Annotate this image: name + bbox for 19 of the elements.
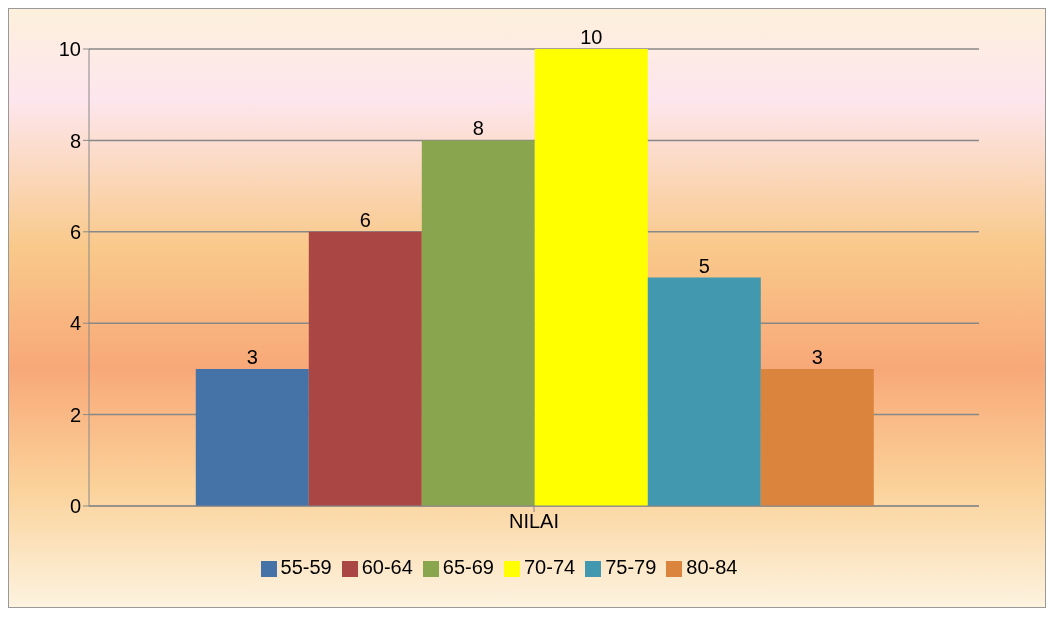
legend-label: 75-79 [605, 556, 657, 578]
y-tick-label: 4 [69, 312, 81, 335]
y-tick-label: 8 [69, 129, 81, 152]
legend-label: 80-84 [686, 556, 738, 578]
y-tick-label: 2 [69, 403, 81, 426]
legend-label: 60-64 [361, 556, 413, 578]
data-label: 8 [472, 117, 484, 140]
legend-label: 65-69 [442, 556, 494, 578]
x-tick-label: NILAI [508, 510, 560, 533]
y-tick-label: 6 [69, 220, 81, 243]
legend-label: 55-59 [280, 556, 332, 578]
data-label: 10 [580, 26, 603, 48]
data-label: 3 [811, 345, 823, 368]
y-tick-label: 10 [58, 38, 81, 61]
data-label: 6 [359, 208, 371, 231]
legend-label: 70-74 [524, 556, 576, 578]
data-label: 5 [698, 254, 710, 277]
data-label: 3 [246, 345, 258, 368]
y-tick-label: 0 [69, 495, 81, 518]
